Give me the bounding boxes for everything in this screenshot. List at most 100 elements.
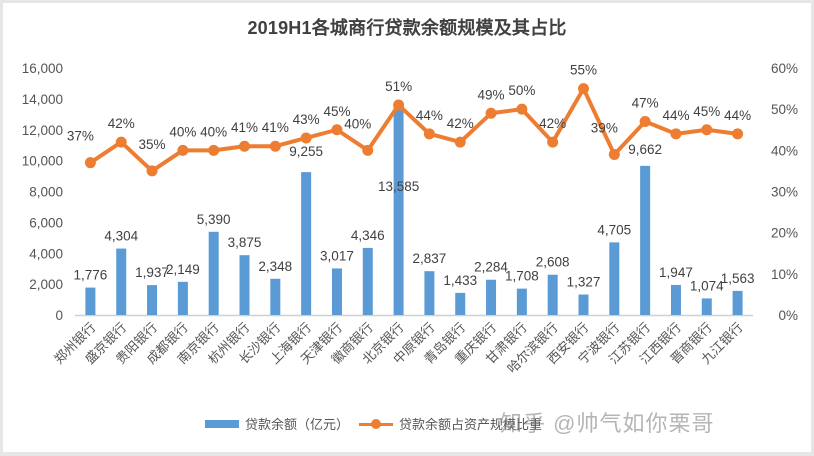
line-point bbox=[516, 103, 528, 115]
bar-value-label: 1,708 bbox=[505, 269, 539, 284]
bar bbox=[455, 292, 466, 315]
line-value-label: 39% bbox=[591, 120, 618, 135]
bar bbox=[147, 285, 158, 315]
right-axis-tick: 20% bbox=[771, 226, 798, 241]
bar-value-label: 2,149 bbox=[166, 262, 200, 277]
line-marker-swatch-icon bbox=[359, 416, 394, 432]
line-value-label: 40% bbox=[344, 116, 371, 131]
bar bbox=[516, 288, 527, 315]
line-value-label: 40% bbox=[200, 124, 227, 139]
line-point bbox=[578, 83, 589, 95]
bar bbox=[701, 298, 712, 315]
right-axis-tick: 30% bbox=[771, 185, 798, 200]
bar bbox=[424, 271, 435, 315]
left-axis-tick: 16,000 bbox=[22, 61, 63, 76]
left-axis-tick: 8,000 bbox=[29, 185, 63, 200]
line-value-label: 50% bbox=[508, 83, 535, 98]
bar bbox=[301, 172, 312, 315]
bar bbox=[208, 231, 219, 315]
line-point bbox=[485, 107, 497, 119]
line-point bbox=[547, 136, 559, 148]
bar-value-label: 5,390 bbox=[197, 212, 231, 227]
line-value-label: 51% bbox=[385, 79, 412, 94]
left-axis-tick: 2,000 bbox=[29, 277, 63, 292]
left-axis-tick: 6,000 bbox=[29, 215, 63, 230]
bar bbox=[486, 279, 497, 315]
line-value-label: 42% bbox=[108, 116, 135, 131]
right-axis-tick: 10% bbox=[771, 267, 798, 282]
line-value-label: 43% bbox=[293, 112, 320, 127]
bar bbox=[331, 268, 342, 315]
line-value-label: 44% bbox=[662, 108, 689, 123]
bar bbox=[732, 290, 743, 315]
line-point bbox=[639, 116, 651, 128]
line-point bbox=[423, 128, 435, 140]
line-value-label: 49% bbox=[478, 87, 505, 102]
bar-swatch-icon bbox=[205, 419, 239, 428]
left-axis-tick: 0 bbox=[55, 308, 63, 323]
left-axis-tick: 4,000 bbox=[29, 246, 63, 261]
legend: 贷款余额（亿元） 贷款余额占资产规模比重 bbox=[205, 414, 552, 433]
bar bbox=[85, 287, 96, 315]
line-value-label: 45% bbox=[693, 104, 720, 119]
line-point bbox=[393, 99, 405, 111]
line-value-label: 42% bbox=[447, 116, 474, 131]
line-value-label: 41% bbox=[231, 120, 258, 135]
bar-value-label: 4,346 bbox=[351, 228, 385, 243]
line-value-label: 41% bbox=[262, 120, 289, 135]
line-value-label: 47% bbox=[632, 96, 659, 111]
chart-title: 2019H1各城商行贷款余额规模及其占比 bbox=[247, 18, 567, 38]
line-point bbox=[239, 140, 250, 152]
bar-value-label: 9,255 bbox=[289, 144, 323, 159]
legend-label-loan-balance: 贷款余额（亿元） bbox=[245, 417, 350, 432]
bar-value-label: 9,662 bbox=[628, 142, 662, 157]
line-point bbox=[732, 128, 744, 140]
line-point bbox=[701, 124, 713, 136]
line-value-label: 55% bbox=[570, 63, 597, 78]
bar-value-label: 2,608 bbox=[536, 255, 570, 270]
watermark: 知乎 @帅气如你栗哥 bbox=[500, 411, 715, 436]
bar-value-label: 1,947 bbox=[659, 265, 693, 280]
left-axis-tick: 14,000 bbox=[22, 92, 63, 107]
line-point bbox=[84, 157, 96, 169]
line-point bbox=[115, 136, 127, 148]
line-value-label: 35% bbox=[139, 137, 166, 152]
bar bbox=[270, 278, 281, 315]
bar bbox=[640, 165, 651, 315]
bar bbox=[239, 255, 250, 315]
right-axis-tick: 0% bbox=[778, 308, 798, 323]
line-value-label: 37% bbox=[67, 129, 94, 144]
bar bbox=[362, 247, 373, 315]
line-point bbox=[608, 148, 620, 160]
line-point bbox=[177, 144, 189, 156]
bar bbox=[116, 248, 127, 315]
bar-value-label: 1,563 bbox=[721, 271, 755, 286]
line-point bbox=[331, 124, 343, 136]
bar-value-label: 1,327 bbox=[567, 275, 601, 290]
line-point bbox=[146, 165, 158, 177]
bar-value-label: 2,837 bbox=[413, 251, 447, 266]
line-point bbox=[670, 128, 682, 140]
bar bbox=[609, 242, 620, 315]
bar-value-label: 1,937 bbox=[135, 265, 169, 280]
right-axis-tick: 40% bbox=[771, 143, 798, 158]
bar-value-label: 2,284 bbox=[474, 260, 508, 275]
bar-value-label: 1,776 bbox=[74, 268, 108, 283]
line-point bbox=[300, 132, 312, 144]
bar bbox=[670, 284, 681, 315]
bar bbox=[547, 274, 558, 315]
bar-value-label: 3,875 bbox=[228, 235, 262, 250]
line-value-label: 44% bbox=[416, 108, 443, 123]
line-point bbox=[362, 144, 374, 156]
line-value-label: 42% bbox=[539, 116, 566, 131]
left-axis-tick: 10,000 bbox=[22, 154, 63, 169]
bar-value-label: 1,074 bbox=[690, 278, 724, 293]
line-value-label: 45% bbox=[323, 104, 350, 119]
line-value-label: 44% bbox=[724, 108, 751, 123]
bar bbox=[393, 105, 404, 316]
legend-label-loan-ratio: 贷款余额占资产规模比重 bbox=[399, 417, 543, 432]
chart-frame bbox=[3, 3, 811, 452]
ratio-line bbox=[89, 86, 738, 173]
bar bbox=[578, 294, 589, 315]
